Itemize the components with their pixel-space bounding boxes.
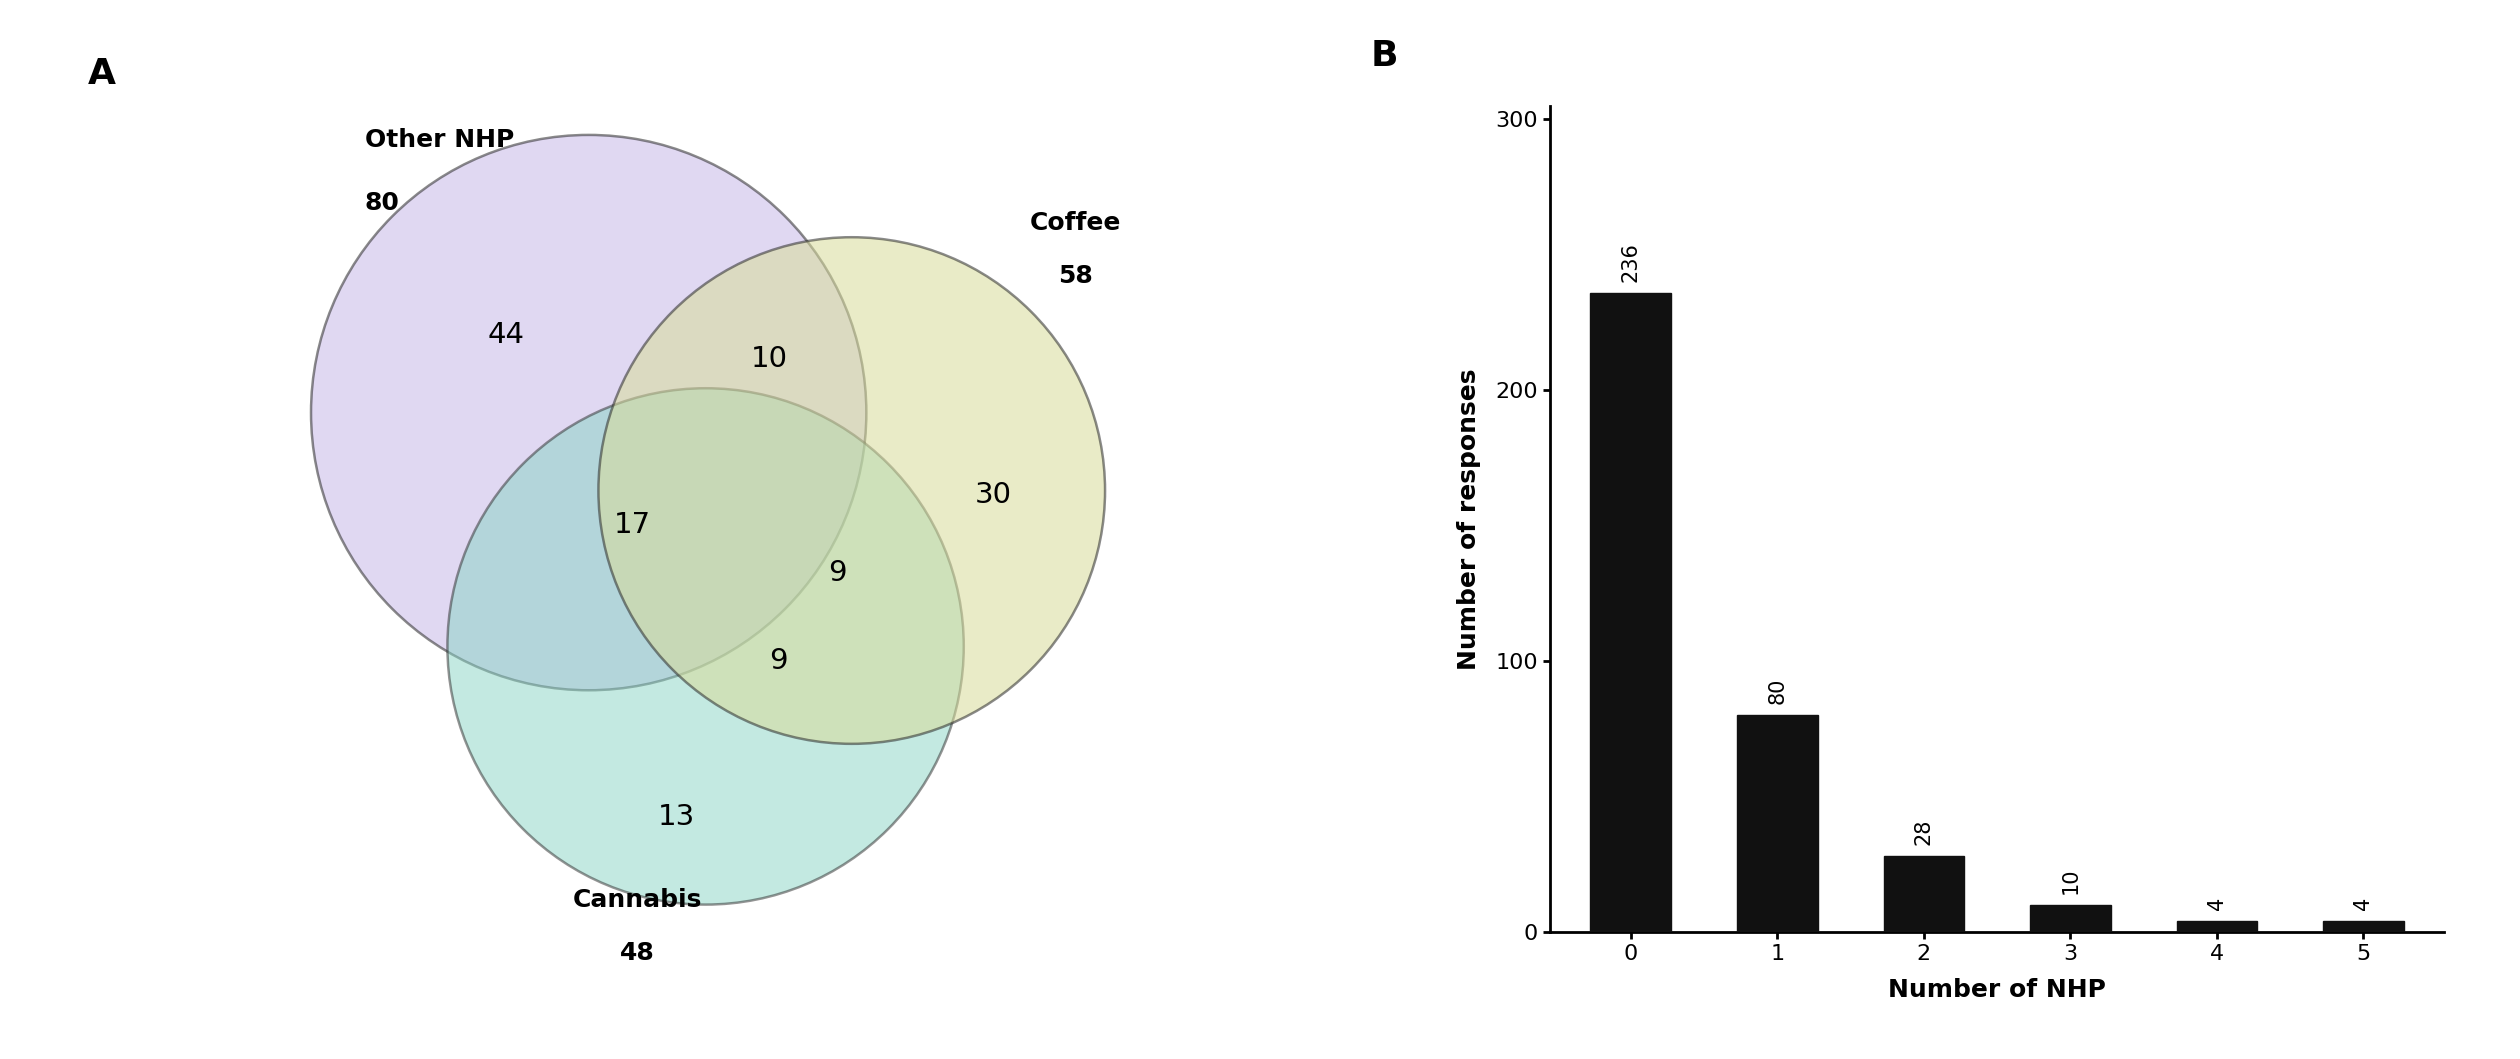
Bar [2031,904,2112,932]
Text: 4: 4 [2354,897,2374,911]
Bar [2177,921,2258,932]
Text: 80: 80 [1767,678,1787,704]
Text: 9: 9 [829,559,847,588]
Text: Coffee: Coffee [1031,211,1121,235]
Text: 10: 10 [751,345,786,373]
Circle shape [449,389,963,904]
Text: 30: 30 [975,482,1011,509]
Bar [1590,292,1671,932]
Text: 13: 13 [658,803,696,831]
Y-axis label: Number of responses: Number of responses [1457,369,1482,669]
Text: Other NHP: Other NHP [365,128,514,151]
Text: Cannabis: Cannabis [572,887,703,912]
Bar [1736,715,1817,932]
Text: 28: 28 [1913,819,1933,845]
Text: B: B [1371,39,1399,73]
Bar [1882,856,1963,932]
Text: 58: 58 [1058,264,1094,288]
Circle shape [310,134,867,690]
Text: A: A [88,57,116,91]
Bar [2323,921,2404,932]
Text: 10: 10 [2061,867,2082,894]
Text: 4: 4 [2208,897,2228,911]
Text: 17: 17 [615,510,650,539]
Text: 80: 80 [365,191,401,215]
Text: 236: 236 [1620,243,1641,282]
Text: 44: 44 [486,321,524,348]
X-axis label: Number of NHP: Number of NHP [1887,977,2107,1002]
Text: 48: 48 [620,941,655,966]
Text: 9: 9 [769,647,789,675]
Circle shape [597,237,1106,743]
